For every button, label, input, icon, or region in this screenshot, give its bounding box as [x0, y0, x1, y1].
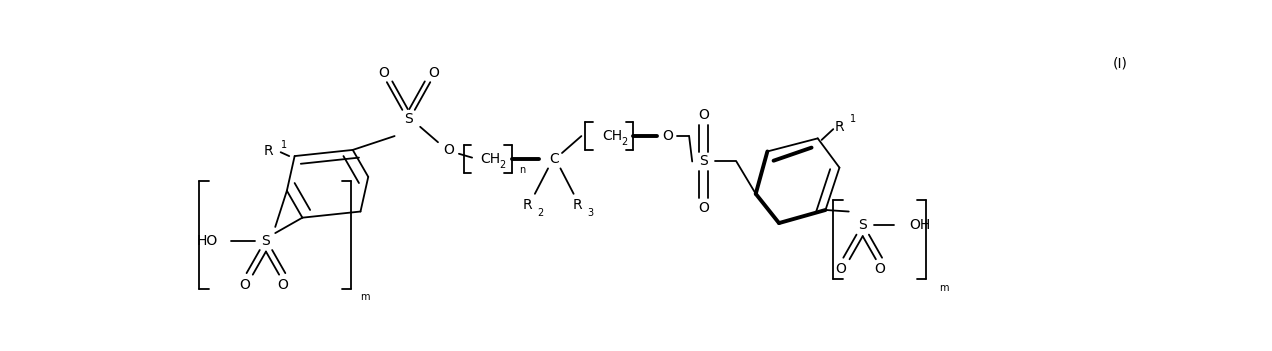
Text: O: O	[836, 262, 846, 276]
Text: 1: 1	[281, 140, 287, 150]
Text: S: S	[859, 218, 868, 232]
Text: 2: 2	[621, 137, 627, 147]
Text: O: O	[378, 66, 389, 80]
Text: (I): (I)	[1113, 57, 1127, 71]
Text: O: O	[427, 66, 439, 80]
Text: 1: 1	[850, 114, 856, 124]
Text: O: O	[874, 262, 885, 276]
Text: O: O	[698, 201, 710, 215]
Text: O: O	[444, 143, 454, 157]
Text: S: S	[404, 112, 413, 126]
Text: OH: OH	[909, 218, 930, 232]
Text: 2: 2	[537, 208, 543, 218]
Text: S: S	[262, 234, 271, 248]
Text: CH: CH	[603, 129, 622, 143]
Text: S: S	[700, 154, 709, 168]
Text: R: R	[572, 198, 583, 212]
Text: O: O	[698, 108, 710, 122]
Text: 3: 3	[588, 208, 594, 218]
Text: CH: CH	[481, 152, 501, 166]
Text: O: O	[663, 129, 674, 143]
Text: R: R	[834, 120, 845, 134]
Text: HO: HO	[197, 234, 218, 248]
Text: m: m	[939, 283, 948, 293]
Text: O: O	[277, 278, 289, 292]
Text: R: R	[265, 145, 273, 158]
Text: m: m	[360, 292, 370, 302]
Text: C: C	[550, 152, 560, 166]
Text: n: n	[519, 165, 525, 175]
Text: O: O	[239, 278, 249, 292]
Text: R: R	[523, 198, 532, 212]
Text: 2: 2	[499, 160, 505, 170]
